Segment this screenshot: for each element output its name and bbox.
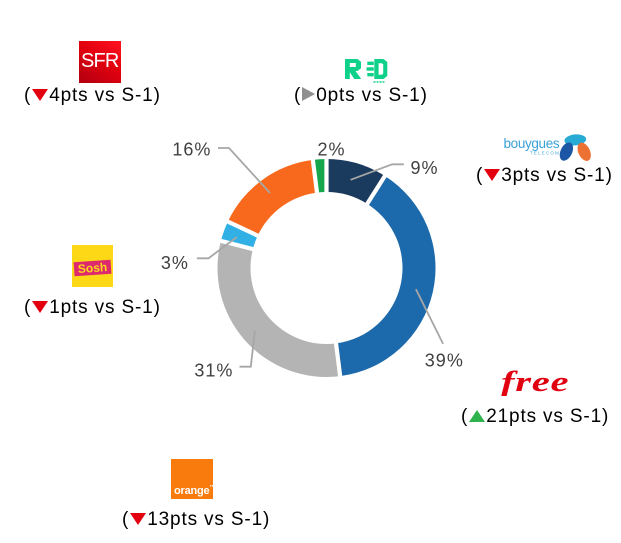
- svg-text:3%: 3%: [161, 253, 189, 273]
- svg-text:16%: 16%: [172, 139, 211, 159]
- svg-text:TELECOM: TELECOM: [530, 151, 560, 156]
- svg-text:31%: 31%: [194, 361, 233, 381]
- svg-text:9%: 9%: [411, 158, 439, 178]
- svg-text:39%: 39%: [425, 350, 464, 370]
- svg-text:2%: 2%: [317, 140, 345, 160]
